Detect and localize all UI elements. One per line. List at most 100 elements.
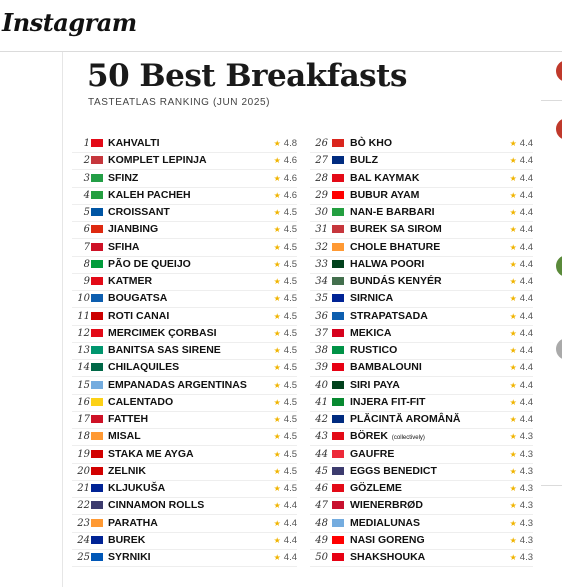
- dish-name: BUREK: [108, 533, 146, 546]
- rank: 22: [77, 500, 90, 512]
- rank: 30: [315, 207, 328, 218]
- dish-name: BULZ: [350, 154, 378, 167]
- dish-name: INJERA FIT-FIT: [350, 395, 426, 408]
- flag-icon: [91, 397, 103, 406]
- flag-icon: [91, 449, 103, 458]
- rank: 35: [315, 293, 328, 305]
- dish-name: CHILAQUILES: [108, 361, 180, 374]
- avatar[interactable]: [556, 60, 562, 82]
- flag-icon: [91, 156, 103, 165]
- post-subtitle: TASTEATLAS RANKING (JUN 2025): [88, 97, 271, 108]
- dish-name: FATTEH: [108, 413, 149, 425]
- ranking-row: 34 BUNDÁS KENYÉR 4.4: [310, 273, 533, 291]
- flag-icon: [91, 139, 103, 147]
- rank: 13: [77, 345, 90, 356]
- flag-icon: [332, 518, 344, 527]
- rating: 4.4: [274, 500, 297, 511]
- rating: 4.3: [510, 552, 533, 563]
- rank: 47: [315, 500, 328, 512]
- dish-name: PLĂCINTĂ AROMÂNĂ: [350, 413, 461, 425]
- flag-icon: [332, 432, 344, 441]
- flag-icon: [332, 535, 344, 544]
- flag-icon: [332, 208, 344, 216]
- flag-icon: [332, 156, 344, 165]
- ranking-row: 2 KOMPLET LEPINJA 4.6: [72, 152, 297, 171]
- post-image: 50 Best Breakfasts TASTEATLAS RANKING (J…: [62, 52, 541, 587]
- rating: 4.5: [274, 345, 297, 356]
- flag-icon: [91, 294, 103, 303]
- instagram-logo[interactable]: Instagram: [2, 8, 137, 37]
- rating: 4.6: [274, 190, 297, 201]
- ranking-row: 43 BÖREK(collectively) 4.3: [310, 428, 533, 447]
- flag-icon: [91, 466, 103, 475]
- dish-name: SHAKSHOUKA: [350, 551, 426, 563]
- rank: 11: [77, 310, 90, 322]
- rating: 4.4: [510, 397, 533, 408]
- flag-icon: [332, 466, 344, 475]
- ranking-row: 49 NASI GORENG 4.3: [310, 532, 533, 550]
- flag-icon: [91, 432, 103, 441]
- dish-name: PARATHA: [108, 516, 158, 529]
- dish-name: GAUFRE: [350, 447, 395, 460]
- ranking-row: 37 MEKICA 4.4: [310, 325, 533, 343]
- rating: 4.4: [510, 207, 533, 218]
- rank: 48: [315, 517, 328, 529]
- dish-name: MEKICA: [350, 326, 392, 339]
- ranking-row: 25 SYRNIKI 4.4: [72, 549, 297, 567]
- rating: 4.5: [274, 466, 297, 477]
- avatar[interactable]: [556, 255, 562, 277]
- ranking-row: 40 SIRI PAYA 4.4: [310, 377, 533, 395]
- ranking-row: 30 NAN-E BARBARI 4.4: [310, 204, 533, 222]
- dish-name: NAN-E BARBARI: [350, 206, 435, 218]
- ranking-row: 11 ROTI CANAI 4.5: [72, 308, 297, 326]
- rank: 34: [315, 276, 328, 287]
- rating: 4.5: [274, 276, 297, 287]
- dish-name: CROISSANT: [108, 206, 170, 218]
- rank: 39: [315, 362, 328, 374]
- rank: 5: [83, 207, 90, 218]
- flag-icon: [91, 259, 103, 268]
- dish-name: BÖREK (collectively): [350, 430, 425, 443]
- rating: 4.5: [274, 449, 297, 460]
- rank: 14: [77, 362, 90, 374]
- rating: 4.3: [510, 449, 533, 460]
- rating: 4.4: [510, 224, 533, 235]
- ranking-row: 1 KAHVALTI 4.8: [72, 135, 297, 153]
- dish-name: CALENTADO: [108, 395, 174, 408]
- rating: 4.4: [510, 311, 533, 322]
- dish-name: ROTI CANAI: [108, 309, 170, 322]
- rating: 4.4: [510, 414, 533, 425]
- rating: 4.4: [510, 138, 533, 149]
- rank: 40: [315, 379, 328, 391]
- ranking-row: 28 BAL KAYMAK 4.4: [310, 170, 533, 188]
- avatar[interactable]: [556, 338, 562, 360]
- rank: 45: [315, 465, 328, 477]
- rating: 4.5: [274, 311, 297, 322]
- rank: 36: [315, 310, 328, 322]
- dish-name: MEDIALUNAS: [350, 516, 420, 529]
- flag-icon: [332, 397, 344, 406]
- ranking-row: 42 PLĂCINTĂ AROMÂNĂ 4.4: [310, 411, 533, 429]
- rank: 33: [315, 258, 328, 270]
- ranking-row: 5 CROISSANT 4.5: [72, 204, 297, 222]
- rank: 42: [315, 414, 328, 425]
- flag-icon: [332, 484, 344, 492]
- dish-name: NASI GORENG: [350, 533, 425, 546]
- rank: 32: [315, 241, 328, 253]
- rating: 4.3: [510, 483, 533, 494]
- rating: 4.5: [274, 483, 297, 494]
- rank: 3: [83, 172, 90, 184]
- ranking-row: 35 SIRNICA 4.4: [310, 290, 533, 309]
- rating: 4.4: [510, 328, 533, 339]
- flag-icon: [332, 449, 344, 458]
- dish-name: BUREK SA SIROM: [350, 223, 442, 236]
- dish-name: GÖZLEME: [350, 482, 402, 494]
- ranking-row: 6 JIANBING 4.5: [72, 221, 297, 240]
- rating: 4.4: [274, 518, 297, 529]
- dish-name: SIRNICA: [350, 292, 394, 305]
- rank: 49: [315, 534, 328, 546]
- ranking-row: 32 CHOLE BHATURE 4.4: [310, 239, 533, 257]
- avatar[interactable]: [556, 118, 562, 140]
- dish-name: EMPANADAS ARGENTINAS: [108, 378, 247, 391]
- rating: 4.3: [510, 500, 533, 511]
